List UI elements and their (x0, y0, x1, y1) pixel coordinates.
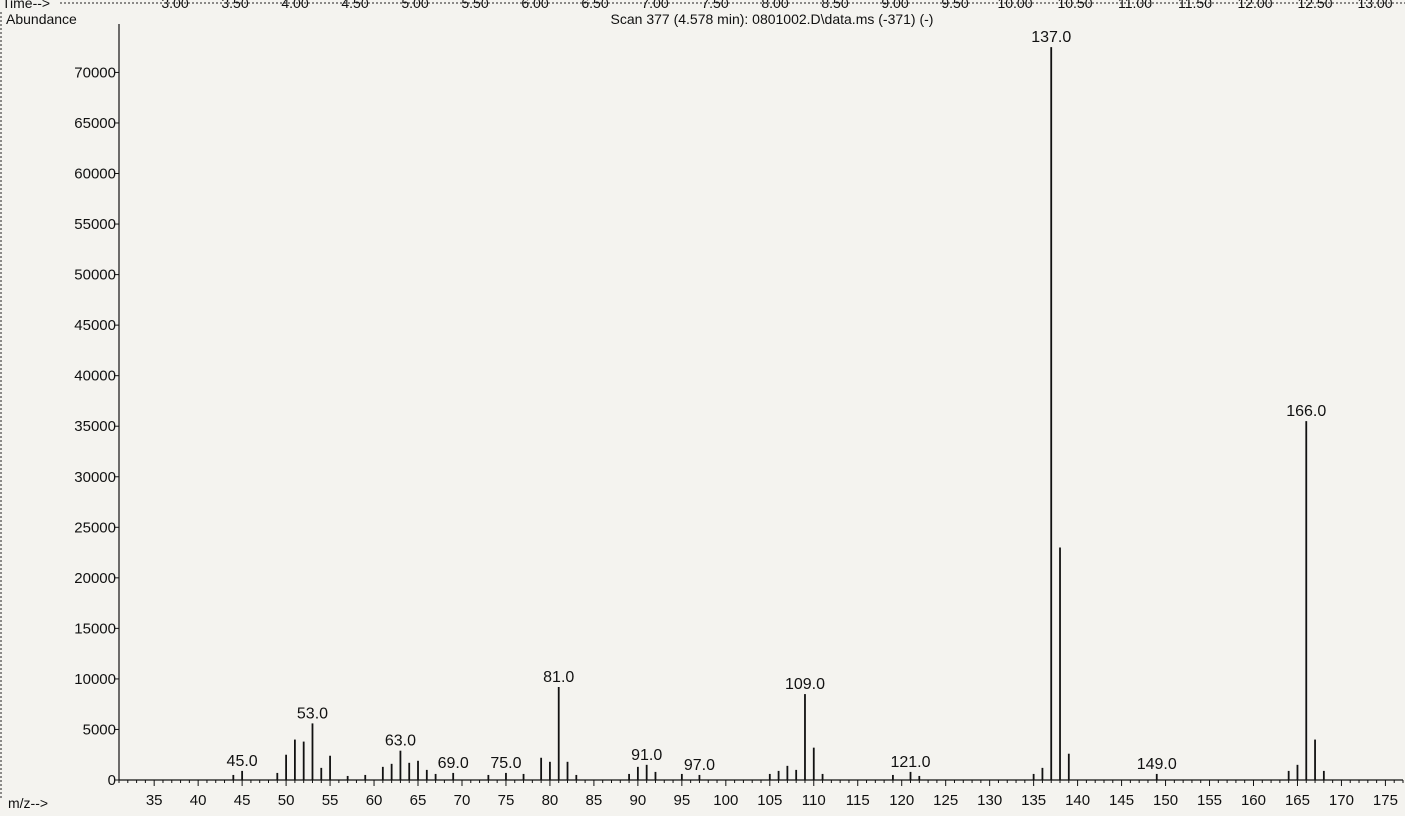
peak-label: 166.0 (1286, 403, 1326, 420)
x-ticks: 35 40 45 50 55 60 65 70 75 80 85 90 95 100 105 110 115 12… (118, 780, 1404, 809)
x-tick-label: 115 (846, 792, 870, 809)
x-tick-label: 95 (674, 792, 691, 809)
x-tick-label: 85 (586, 792, 603, 809)
y-tick-label: 60000 (74, 166, 116, 183)
time-tick-label: 3.50 (221, 0, 248, 11)
time-axis-label: Time--> (2, 0, 50, 11)
y-tick-label: 35000 (74, 418, 116, 435)
peak-label: 149.0 (1137, 756, 1177, 773)
time-tick-label: 11.50 (1178, 0, 1212, 11)
time-tick-label: 6.00 (521, 0, 548, 11)
time-tick-label: 9.50 (941, 0, 968, 11)
time-tick-label: 7.00 (641, 0, 668, 11)
y-tick-label: 15000 (74, 620, 116, 637)
x-tick-label: 65 (410, 792, 427, 809)
y-tick-label: 50000 (74, 267, 116, 284)
time-tick-label: 9.00 (881, 0, 908, 11)
x-tick-label: 160 (1241, 792, 1266, 809)
y-tick-label: 40000 (74, 368, 116, 385)
time-tick-label: 4.00 (281, 0, 308, 11)
time-tick-label: 4.50 (341, 0, 368, 11)
x-tick-label: 145 (1109, 792, 1134, 809)
time-tick-label: 10.50 (1057, 0, 1092, 11)
y-ticks: 0 5000 10000 15000 20000 25000 30000 35000 40000… (74, 64, 119, 789)
time-strip: Time--> 3.00 3.50 4.00 4.50 5.00 5.50 6.00 6.50… (2, 0, 1405, 11)
peak-label: 81.0 (543, 669, 574, 686)
x-tick-label: 70 (454, 792, 471, 809)
x-tick-label: 110 (802, 792, 826, 809)
time-tick-label: 12.50 (1297, 0, 1332, 11)
peak-label: 121.0 (890, 754, 930, 771)
x-tick-label: 165 (1285, 792, 1310, 809)
time-tick-label: 3.00 (161, 0, 188, 11)
x-tick-label: 155 (1197, 792, 1222, 809)
peak-label: 63.0 (385, 733, 416, 750)
y-tick-label: 10000 (74, 671, 116, 688)
x-tick-label: 90 (630, 792, 647, 809)
peak-label: 137.0 (1031, 29, 1071, 46)
time-tick-label: 12.00 (1237, 0, 1272, 11)
time-tick-label: 5.50 (461, 0, 488, 11)
y-tick-label: 45000 (74, 317, 116, 334)
x-tick-label: 130 (977, 792, 1002, 809)
chart-title: Scan 377 (4.578 min): 0801002.D\data.ms … (611, 11, 934, 27)
x-tick-label: 40 (190, 792, 207, 809)
peak-label: 97.0 (684, 757, 715, 774)
x-tick-label: 55 (322, 792, 339, 809)
x-axis-label: m/z--> (8, 795, 48, 811)
x-tick-label: 80 (542, 792, 559, 809)
x-tick-label: 105 (757, 792, 782, 809)
y-tick-label: 30000 (74, 469, 116, 486)
x-tick-label: 75 (498, 792, 515, 809)
peak-label: 45.0 (227, 753, 258, 770)
y-tick-label: 70000 (74, 64, 116, 81)
x-tick-label: 170 (1329, 792, 1354, 809)
time-tick-label: 5.00 (401, 0, 428, 11)
peak-label: 109.0 (785, 676, 825, 693)
peak-labels: 45.0 53.0 63.0 69.0 75.0 81.0 91.0 97.0 109.0 121… (227, 29, 1327, 774)
axes (118, 24, 1403, 781)
y-axis-label: Abundance (6, 11, 77, 27)
time-tick-label: 10.00 (997, 0, 1032, 11)
y-tick-label: 65000 (74, 115, 116, 132)
time-tick-label: 8.00 (761, 0, 788, 11)
peak-label: 75.0 (490, 755, 521, 772)
y-tick-label: 0 (108, 772, 116, 789)
peak-label: 91.0 (631, 747, 662, 764)
time-tick-label: 6.50 (581, 0, 608, 11)
y-tick-label: 5000 (83, 721, 116, 738)
x-tick-label: 60 (366, 792, 383, 809)
x-tick-label: 135 (1021, 792, 1046, 809)
time-tick-label: 13.00 (1357, 0, 1392, 11)
x-tick-label: 125 (933, 792, 958, 809)
x-tick-label: 120 (889, 792, 914, 809)
y-tick-label: 55000 (74, 216, 116, 233)
peaks (232, 47, 1325, 780)
x-tick-label: 175 (1373, 792, 1398, 809)
x-tick-label: 140 (1065, 792, 1090, 809)
y-tick-label: 20000 (74, 570, 116, 587)
x-tick-label: 100 (713, 792, 738, 809)
y-tick-label: 25000 (74, 519, 116, 536)
peak-label: 53.0 (297, 705, 328, 722)
x-tick-label: 50 (278, 792, 295, 809)
time-tick-label: 11.00 (1118, 0, 1152, 11)
x-tick-label: 150 (1153, 792, 1178, 809)
time-tick-label: 7.50 (701, 0, 728, 11)
time-tick-label: 8.50 (821, 0, 848, 11)
x-tick-label: 45 (234, 792, 251, 809)
x-tick-label: 35 (146, 792, 163, 809)
peak-label: 69.0 (438, 755, 469, 772)
